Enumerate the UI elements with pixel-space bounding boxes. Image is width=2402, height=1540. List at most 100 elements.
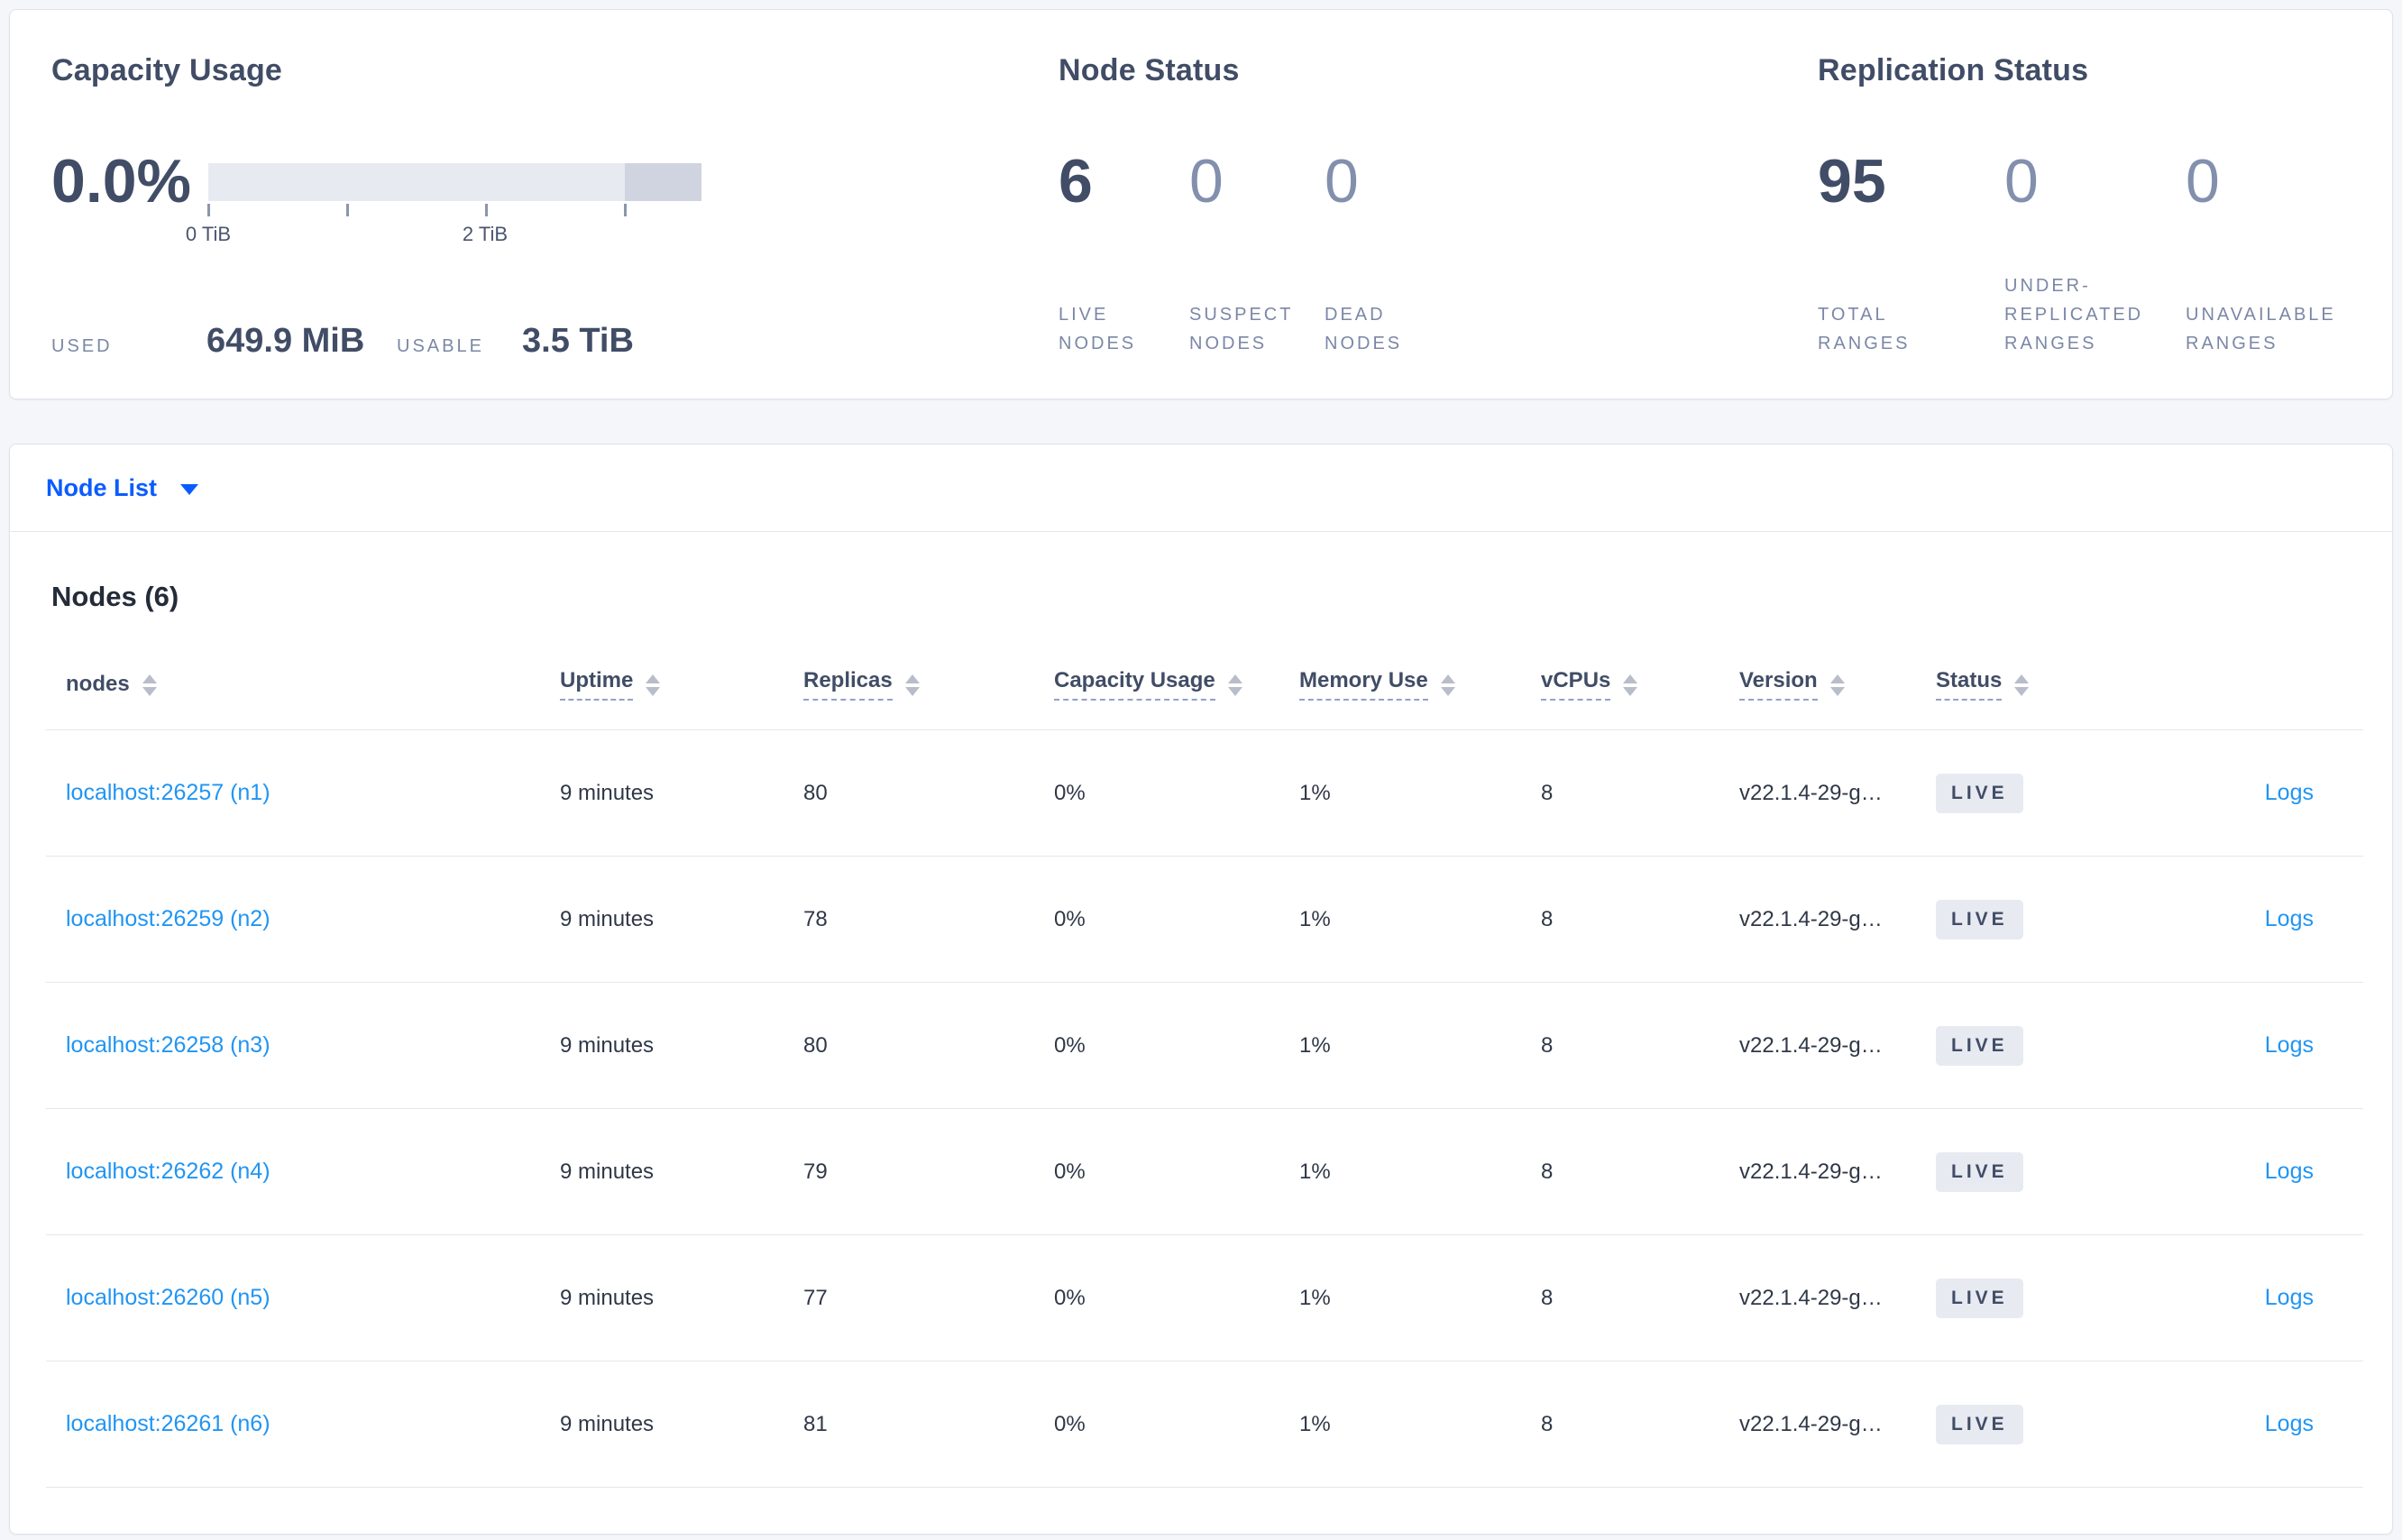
logs-link[interactable]: Logs [2264,780,2314,805]
logs-link[interactable]: Logs [2264,1285,2314,1310]
logs-link[interactable]: Logs [2264,1411,2314,1436]
node-status-title: Node Status [1059,53,1240,87]
replicas-cell: 80 [803,1032,828,1058]
capacity-axis-label-0: 0 TiB [185,223,232,245]
capacity-axis-tick [207,204,210,216]
sort-icon [646,674,661,696]
capacity-usage-bar [208,163,701,201]
table-row: localhost:26261 (n6) 9 minutes 81 0% 1% … [46,1361,2363,1488]
table-row: localhost:26257 (n1) 9 minutes 80 0% 1% … [46,730,2363,857]
version-cell: v22.1.4-29-g… [1739,1032,1883,1058]
usable-value: 3.5 TiB [522,322,634,360]
column-header-replicas[interactable]: Replicas [803,668,1054,701]
column-header-capacity-usage[interactable]: Capacity Usage [1054,668,1299,701]
status-badge: LIVE [1936,1278,2023,1318]
total-ranges-count: 95 [1818,147,1886,215]
node-link[interactable]: localhost:26261 (n6) [66,1411,270,1436]
dead-nodes-count: 0 [1325,147,1359,215]
vcpus-cell: 8 [1541,1032,1554,1058]
uptime-cell: 9 minutes [560,1159,655,1184]
replicas-cell: 78 [803,906,828,931]
table-row: localhost:26258 (n3) 9 minutes 80 0% 1% … [46,983,2363,1109]
vcpus-cell: 8 [1541,906,1554,931]
status-badge: LIVE [1936,773,2023,813]
under-replicated-ranges-count: 0 [2004,147,2039,215]
unavailable-ranges-count: 0 [2186,147,2220,215]
summary-card: Capacity Usage 0.0% 0 TiB 2 TiB USED 649… [9,9,2393,399]
sort-icon [1227,674,1242,696]
capacity-cell: 0% [1054,906,1086,931]
version-cell: v22.1.4-29-g… [1739,1285,1883,1310]
capacity-cell: 0% [1054,1285,1086,1310]
capacity-cell: 0% [1054,1159,1086,1184]
uptime-cell: 9 minutes [560,906,655,931]
logs-link[interactable]: Logs [2264,906,2314,931]
node-link[interactable]: localhost:26257 (n1) [66,780,270,805]
view-selector-dropdown[interactable]: Node List [10,445,2392,532]
version-cell: v22.1.4-29-g… [1739,780,1883,805]
capacity-axis-tick [346,204,349,216]
memory-cell: 1% [1299,1411,1331,1436]
column-header-uptime[interactable]: Uptime [560,668,803,701]
memory-cell: 1% [1299,1285,1331,1310]
status-badge: LIVE [1936,1151,2023,1192]
total-ranges-label: TOTAL RANGES [1818,305,1911,353]
column-header-status[interactable]: Status [1936,668,2165,701]
memory-cell: 1% [1299,780,1331,805]
sort-icon [904,674,920,696]
table-row: localhost:26260 (n5) 9 minutes 77 0% 1% … [46,1235,2363,1361]
capacity-cell: 0% [1054,1411,1086,1436]
capacity-usage-percent: 0.0% [51,147,191,215]
column-header-vcpus[interactable]: vCPUs [1541,668,1739,701]
capacity-axis-tick [485,204,488,216]
replication-status-title: Replication Status [1818,53,2089,87]
used-label: USED [51,336,113,356]
under-replicated-ranges-label: UNDER- REPLICATED RANGES [2004,276,2144,353]
chevron-down-icon [180,484,199,495]
capacity-cell: 0% [1054,1032,1086,1058]
uptime-cell: 9 minutes [560,1032,655,1058]
vcpus-cell: 8 [1541,780,1554,805]
logs-link[interactable]: Logs [2264,1032,2314,1058]
version-cell: v22.1.4-29-g… [1739,1411,1883,1436]
replicas-cell: 77 [803,1285,828,1310]
version-cell: v22.1.4-29-g… [1739,906,1883,931]
dead-nodes-label: DEAD NODES [1325,305,1403,353]
memory-cell: 1% [1299,1159,1331,1184]
memory-cell: 1% [1299,1032,1331,1058]
capacity-cell: 0% [1054,780,1086,805]
used-value: 649.9 MiB [206,322,365,360]
live-nodes-label: LIVE NODES [1059,305,1137,353]
sort-icon [1829,674,1845,696]
unavailable-ranges-label: UNAVAILABLE RANGES [2186,305,2336,353]
version-cell: v22.1.4-29-g… [1739,1159,1883,1184]
column-header-memory-use[interactable]: Memory Use [1299,668,1541,701]
usable-label: USABLE [397,336,484,356]
replicas-cell: 81 [803,1411,828,1436]
nodes-count-title: Nodes (6) [51,581,179,612]
sort-icon [1440,674,1455,696]
capacity-usage-title: Capacity Usage [51,53,283,87]
uptime-cell: 9 minutes [560,780,655,805]
column-header-version[interactable]: Version [1739,668,1936,701]
capacity-axis-tick [624,204,627,216]
vcpus-cell: 8 [1541,1285,1554,1310]
status-badge: LIVE [1936,899,2023,940]
replicas-cell: 80 [803,780,828,805]
node-link[interactable]: localhost:26262 (n4) [66,1159,270,1184]
node-link[interactable]: localhost:26259 (n2) [66,906,270,931]
table-header-row: nodes Uptime Replicas Capacity Usage Mem… [46,638,2363,730]
node-link[interactable]: localhost:26260 (n5) [66,1285,270,1310]
column-header-nodes[interactable]: nodes [66,672,560,697]
status-badge: LIVE [1936,1404,2023,1444]
uptime-cell: 9 minutes [560,1285,655,1310]
logs-link[interactable]: Logs [2264,1159,2314,1184]
status-badge: LIVE [1936,1025,2023,1066]
vcpus-cell: 8 [1541,1159,1554,1184]
node-link[interactable]: localhost:26258 (n3) [66,1032,270,1058]
capacity-axis-label-2: 2 TiB [462,223,509,245]
table-row: localhost:26259 (n2) 9 minutes 78 0% 1% … [46,857,2363,983]
replicas-cell: 79 [803,1159,828,1184]
view-selector-label: Node List [46,473,158,501]
suspect-nodes-count: 0 [1189,147,1224,215]
